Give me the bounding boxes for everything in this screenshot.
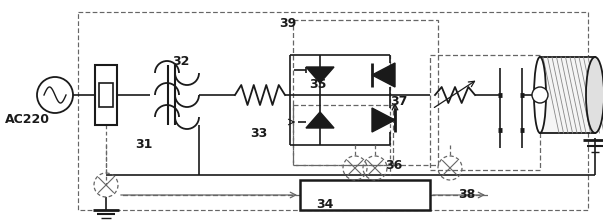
Bar xyxy=(95,65,117,125)
Text: 36: 36 xyxy=(385,159,402,172)
Text: 33: 33 xyxy=(250,127,268,140)
Text: 38: 38 xyxy=(458,188,476,201)
Bar xyxy=(78,12,588,210)
Circle shape xyxy=(532,87,548,103)
Text: AC220: AC220 xyxy=(5,113,50,126)
Polygon shape xyxy=(306,112,334,128)
Polygon shape xyxy=(372,108,395,132)
Text: 32: 32 xyxy=(172,55,189,68)
Text: 34: 34 xyxy=(317,198,334,211)
Bar xyxy=(300,180,430,210)
Bar xyxy=(430,55,540,170)
Text: 39: 39 xyxy=(279,17,297,30)
Text: 31: 31 xyxy=(136,138,153,151)
Polygon shape xyxy=(306,67,334,83)
Bar xyxy=(293,20,438,165)
Bar xyxy=(540,57,595,133)
Polygon shape xyxy=(372,63,395,87)
Text: 35: 35 xyxy=(309,78,327,90)
Bar xyxy=(99,83,113,107)
Ellipse shape xyxy=(586,57,603,133)
Text: 37: 37 xyxy=(390,95,408,108)
Bar xyxy=(293,105,393,165)
Ellipse shape xyxy=(534,57,546,133)
